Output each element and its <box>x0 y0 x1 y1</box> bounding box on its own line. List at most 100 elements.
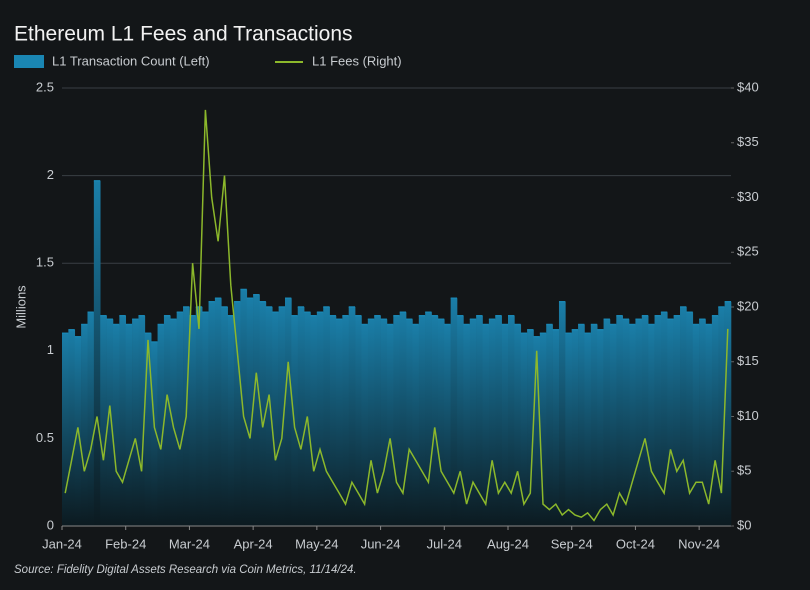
bar <box>412 324 420 526</box>
bar <box>514 324 522 526</box>
bar <box>648 324 655 526</box>
y2-tick-label: $10 <box>737 408 759 423</box>
bar <box>482 324 490 526</box>
bar <box>272 312 279 526</box>
bar <box>367 319 375 526</box>
bar <box>711 315 719 526</box>
line <box>64 109 729 522</box>
bar <box>476 315 483 526</box>
legend-swatch <box>14 55 44 68</box>
bar <box>654 315 662 526</box>
bar <box>692 324 700 526</box>
bar <box>431 315 439 526</box>
bar <box>584 333 592 526</box>
bar <box>253 294 260 526</box>
bar <box>641 315 649 526</box>
bar <box>552 329 560 526</box>
y2-tick-label: $25 <box>737 244 759 259</box>
bar <box>240 289 248 526</box>
bar <box>457 315 464 526</box>
bar <box>214 298 222 526</box>
bar <box>686 312 694 526</box>
bar <box>310 315 318 526</box>
x-tick-label: Sep-24 <box>551 536 593 551</box>
bar <box>501 324 509 526</box>
bar <box>609 324 617 526</box>
bar <box>571 329 579 526</box>
bar <box>705 324 713 526</box>
bar <box>221 307 228 526</box>
bar <box>112 324 120 526</box>
bar <box>285 298 292 526</box>
bar <box>195 307 203 526</box>
x-tick-label: Nov-24 <box>678 536 720 551</box>
bar <box>444 324 451 526</box>
bar <box>170 319 177 526</box>
y-tick-label: 0 <box>47 517 54 532</box>
bar <box>316 312 324 526</box>
bar <box>176 312 184 526</box>
bar <box>495 315 502 526</box>
x-tick-label: Aug-24 <box>487 536 529 551</box>
y-tick-label: 2.5 <box>36 79 54 94</box>
bar <box>546 324 553 526</box>
bar <box>565 333 573 526</box>
bar <box>246 298 254 526</box>
bar <box>463 324 471 526</box>
bar <box>68 329 76 526</box>
bar <box>616 315 623 526</box>
bar <box>399 312 407 526</box>
bar <box>342 315 350 526</box>
bar <box>374 315 381 526</box>
bar <box>488 319 496 526</box>
y2-tick-label: $15 <box>737 353 759 368</box>
y2-tick-label: $40 <box>737 79 759 94</box>
x-tick-label: Apr-24 <box>234 536 273 551</box>
bar <box>469 319 477 526</box>
bar <box>635 319 643 526</box>
bar <box>450 298 458 526</box>
legend-label: L1 Transaction Count (Left) <box>52 53 210 68</box>
bar <box>629 324 636 526</box>
bar <box>335 319 343 526</box>
x-tick-label: Feb-24 <box>105 536 146 551</box>
bar <box>393 315 400 526</box>
bar <box>234 301 241 526</box>
x-tick-label: Jun-24 <box>361 536 401 551</box>
bar <box>380 319 388 526</box>
bar <box>437 319 445 526</box>
bar <box>578 324 585 526</box>
bar <box>189 315 197 526</box>
bar <box>520 333 528 526</box>
bar <box>323 307 330 526</box>
bar <box>157 324 165 526</box>
y-tick-label: 1.5 <box>36 255 54 270</box>
bar <box>151 342 158 526</box>
x-tick-label: May-24 <box>295 536 338 551</box>
bar <box>667 319 674 526</box>
bar <box>132 319 139 526</box>
bar <box>119 315 127 526</box>
bar <box>93 180 101 526</box>
bar <box>100 315 107 526</box>
bar <box>355 315 362 526</box>
bar <box>673 315 681 526</box>
bar <box>125 324 133 526</box>
bar <box>508 315 515 526</box>
bar <box>348 307 356 526</box>
bar <box>603 319 611 526</box>
bar <box>259 301 267 526</box>
bar <box>297 307 305 526</box>
bar <box>202 312 209 526</box>
bar <box>622 319 630 526</box>
bar <box>208 301 216 526</box>
bar <box>227 315 235 526</box>
y2-tick-label: $35 <box>737 134 759 149</box>
y-tick-label: 1 <box>47 342 54 357</box>
bar <box>138 315 146 526</box>
bar <box>329 315 337 526</box>
bar <box>539 333 547 526</box>
bar <box>106 319 114 526</box>
bar <box>163 315 171 526</box>
